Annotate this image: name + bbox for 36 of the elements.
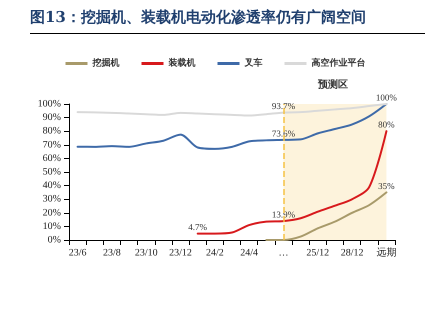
chart-title: 图13：挖掘机、装载机电动化渗透率仍有广阔空间	[30, 8, 425, 34]
legend-label: 挖掘机	[92, 58, 120, 68]
y-tick-label: 40%	[42, 180, 61, 192]
data-label: 13.9%	[272, 210, 296, 220]
y-tick-label: 10%	[42, 220, 61, 232]
data-label: 73.6%	[272, 128, 296, 138]
data-label: 4.7%	[188, 222, 208, 232]
y-tick-label: 0%	[48, 234, 61, 246]
x-tick-label: 远期	[376, 246, 396, 258]
x-tick-label: 24/4	[240, 248, 258, 258]
x-tick-label: 25/12	[306, 248, 330, 258]
data-label: 100%	[376, 92, 398, 102]
line-series	[265, 191, 388, 241]
x-tick-label: 23/6	[68, 248, 86, 258]
x-tick-label: 23/12	[169, 248, 192, 258]
band-label: 预测区	[317, 78, 348, 90]
y-tick-label: 50%	[42, 166, 61, 178]
x-tick-label: …	[278, 248, 288, 258]
legend-label: 高空作业平台	[312, 58, 366, 68]
y-tick-label: 100%	[38, 98, 61, 110]
data-label: 80%	[378, 120, 396, 130]
y-tick-label: 70%	[42, 139, 61, 150]
y-tick-label: 20%	[42, 207, 61, 218]
y-tick-label: 80%	[42, 126, 61, 137]
legend-label: 叉车	[244, 58, 262, 68]
legend-label: 装载机	[168, 58, 196, 68]
x-tick-label: 23/10	[134, 248, 158, 258]
y-tick-label: 90%	[42, 112, 61, 124]
line-series	[76, 103, 388, 117]
data-label: 35%	[378, 180, 396, 191]
x-tick-label: 23/8	[103, 248, 121, 258]
data-label: 93.7%	[272, 101, 296, 112]
y-tick-label: 30%	[42, 194, 61, 205]
y-tick-label: 60%	[42, 152, 61, 164]
x-tick-label: 28/12	[340, 248, 364, 258]
x-tick-label: 24/2	[206, 248, 224, 258]
